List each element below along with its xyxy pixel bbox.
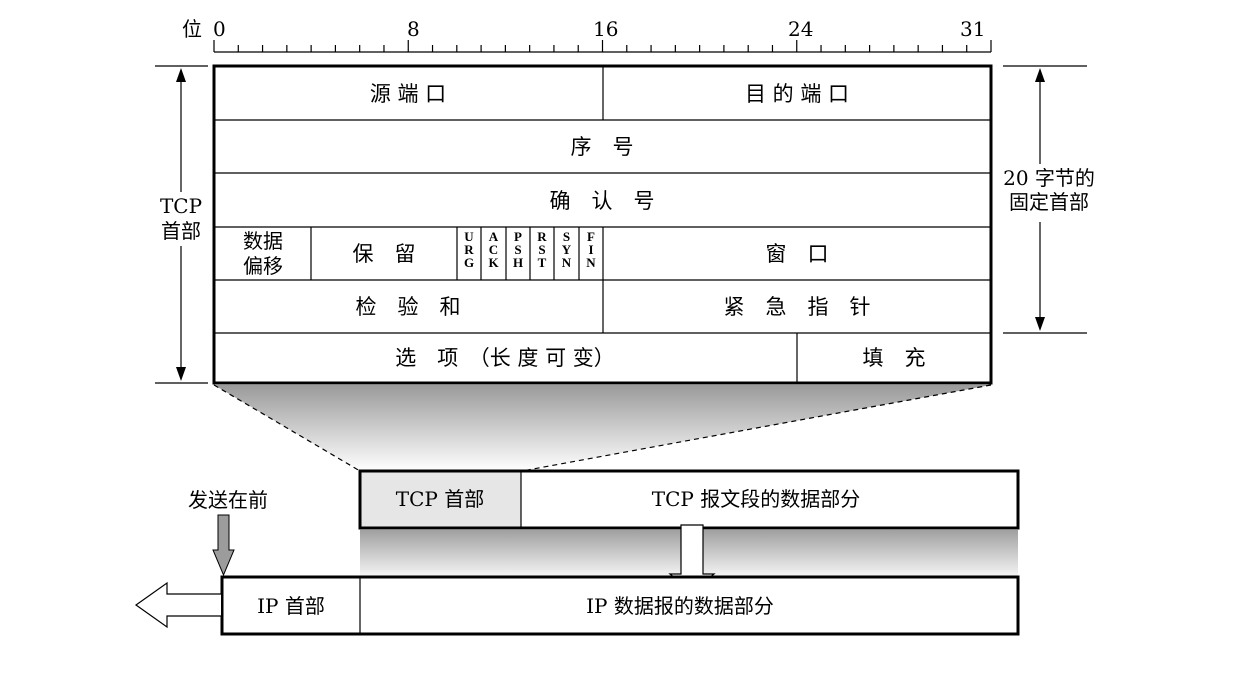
flag-fin-letter: F [587,229,595,244]
flag-ack-letter: K [488,255,499,270]
flag-fin-letter: I [588,242,593,257]
flag-ack-letter: A [489,229,499,244]
field-data-offset-line2: 偏移 [243,254,283,278]
fixed-header-bracket: 20 字节的 固定首部 [1003,65,1095,334]
flag-rst-letter: S [538,242,545,257]
tcp-bracket-label-line2: 首部 [161,219,201,243]
field-source-port: 源 端 口 [370,82,446,106]
ruler-tick-8: 8 [407,17,420,41]
flag-fin-letter: N [586,255,596,270]
tcp-bracket-label-line1: TCP [160,194,202,218]
zoom-funnel [213,384,992,472]
field-urgent-pointer: 紧 急 指 针 [724,295,871,319]
field-padding: 填 充 [863,346,926,370]
flag-urg-letter: G [464,255,474,270]
field-options: 选 项 （长 度 可 变） [395,346,615,370]
tcp-header-table: 源 端 口 目 的 端 口 序 号 确 认 号 数据 偏移 保 留 URGACK… [212,64,993,385]
field-data-offset-line1: 数据 [243,229,283,253]
flag-syn-letter: N [562,255,572,270]
flag-psh-letter: S [514,242,521,257]
bit-ruler: 位 0 8 16 24 31 [182,17,992,53]
fixed-bracket-label-line2: 固定首部 [1009,190,1089,214]
field-window: 窗 口 [766,242,829,266]
send-first-indicator: 发送在前 [134,488,268,629]
flag-psh-letter: P [514,229,522,244]
ruler-tick-24: 24 [788,17,813,41]
flag-rst-letter: R [537,229,547,244]
ip-data-label: IP 数据报的数据部分 [586,594,774,618]
field-checksum: 检 验 和 [356,295,461,319]
send-first-down-arrow [212,514,235,577]
field-ack-number: 确 认 号 [550,189,655,213]
ruler-tick-16: 16 [593,17,618,41]
tcp-segment: TCP 首部 TCP 报文段的数据部分 [358,469,1020,530]
field-reserved: 保 留 [353,242,416,266]
segment-header-label: TCP 首部 [396,487,484,511]
send-first-label: 发送在前 [188,488,268,512]
fixed-bracket-label-line1: 20 字节的 [1003,166,1095,190]
flag-urg-letter: R [464,242,474,257]
flag-rst-letter: T [538,255,547,270]
tcp-header-bracket: TCP 首部 [155,65,208,384]
field-sequence-number: 序 号 [571,135,634,159]
flag-syn-letter: Y [562,242,572,257]
flag-syn-letter: S [563,229,570,244]
flag-ack-letter: C [489,242,498,257]
segment-data-label: TCP 报文段的数据部分 [652,487,860,511]
transmission-direction-arrow [134,581,221,629]
ip-header-label: IP 首部 [257,594,325,618]
ruler-ticks [213,40,992,52]
ip-datagram: IP 首部 IP 数据报的数据部分 [220,575,1020,636]
flag-psh-letter: H [513,255,523,270]
ruler-tick-0: 0 [213,17,226,41]
ruler-label: 位 [182,17,202,41]
ruler-tick-31: 31 [960,17,985,41]
field-destination-port: 目 的 端 口 [745,82,849,106]
flag-urg-letter: U [464,229,474,244]
